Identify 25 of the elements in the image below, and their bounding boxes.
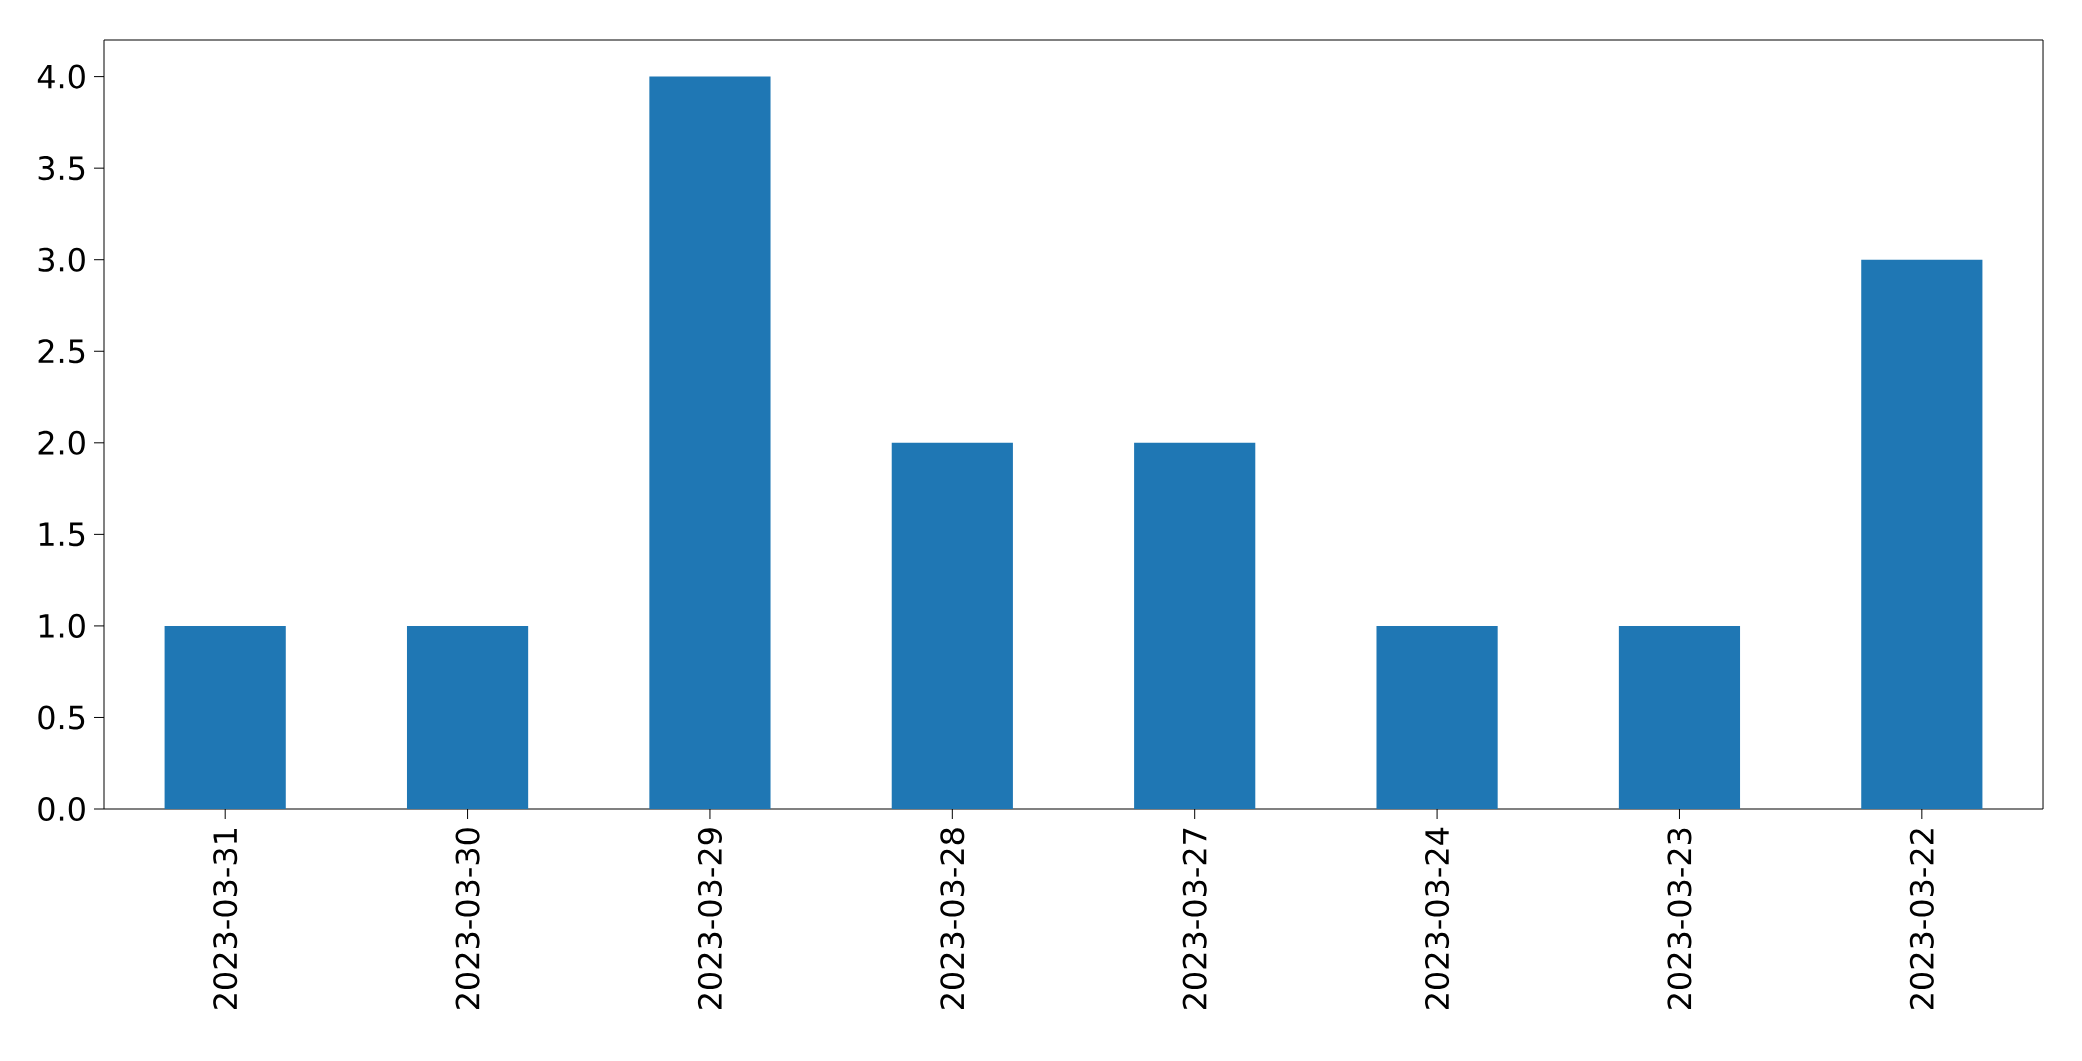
bar (1618, 625, 1741, 809)
x-tick-label: 2023-03-30 (455, 828, 480, 1009)
y-tick-label: 1.5 (39, 522, 85, 547)
y-tick-label: 2.0 (38, 430, 85, 455)
x-tick-label: 2023-03-24 (1425, 827, 1450, 1009)
y-tick-label: 4.0 (37, 64, 85, 89)
x-tick-label: 2023-03-23 (1667, 828, 1692, 1009)
bar (649, 76, 771, 809)
x-tick-label: 2023-03-28 (940, 828, 965, 1009)
x-tick-label: 2023-03-29 (697, 828, 722, 1009)
x-tick-label: 2023-03-31 (213, 829, 238, 1009)
y-tick-label: 0.5 (38, 705, 85, 730)
bar (406, 625, 529, 809)
bar (1134, 442, 1256, 809)
y-tick-label: 0.0 (38, 796, 85, 822)
x-tick-label: 2023-03-27 (1182, 828, 1207, 1009)
bar (1376, 625, 1498, 809)
bar (891, 442, 1013, 809)
x-tick-label: 2023-03-22 (1909, 829, 1934, 1009)
y-tick-label: 3.0 (38, 247, 85, 272)
bar (164, 625, 286, 809)
y-tick-label: 3.5 (38, 156, 85, 181)
y-tick-label: 1.0 (39, 613, 85, 638)
bar (1861, 259, 1983, 809)
y-tick-label: 2.5 (38, 339, 85, 364)
